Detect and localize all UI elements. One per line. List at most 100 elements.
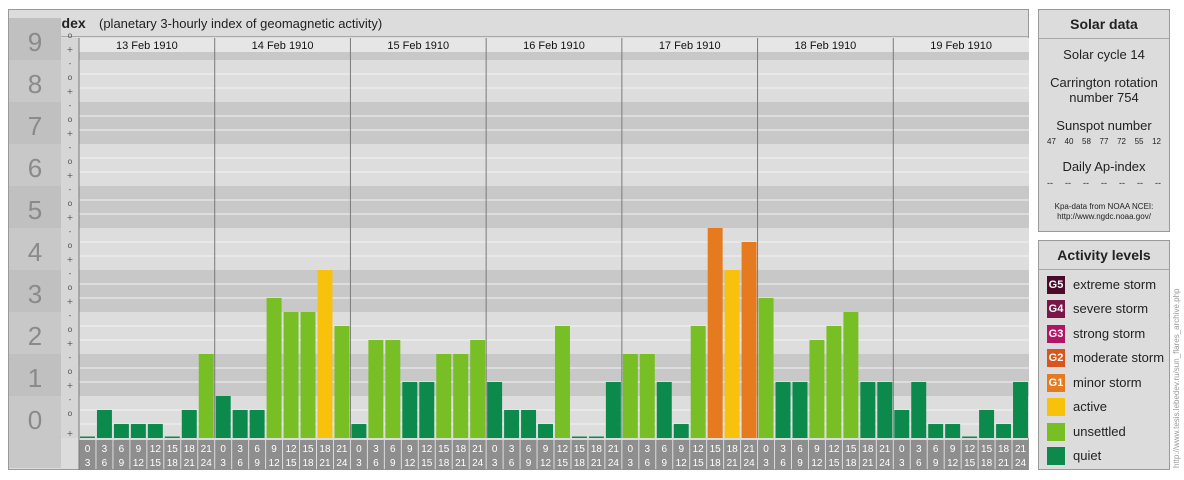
interval-end-label: 21 — [591, 458, 603, 469]
kpa-chart-panel: Kpa-index (planetary 3-hourly index of g… — [8, 9, 1029, 470]
y-subtick: - — [69, 101, 72, 110]
interval-end-label: 6 — [102, 458, 108, 469]
interval-start-label: 18 — [998, 444, 1010, 455]
interval-box — [876, 440, 893, 470]
day-label: 16 Feb 1910 — [523, 40, 585, 52]
interval-start-label: 0 — [628, 444, 634, 455]
interval-end-label: 3 — [356, 458, 362, 469]
interval-end-label: 21 — [862, 458, 874, 469]
solar-data-panel: Solar data Solar cycle 14 Carrington rot… — [1038, 9, 1170, 232]
kp-band — [79, 312, 1029, 354]
interval-end-label: 21 — [455, 458, 467, 469]
interval-box — [910, 440, 927, 470]
subtick-column — [61, 38, 79, 438]
level-label: minor storm — [1073, 375, 1142, 390]
interval-start-label: 9 — [407, 444, 413, 455]
ap-value: -- — [1155, 178, 1161, 188]
interval-box — [317, 440, 333, 470]
interval-box — [350, 440, 367, 470]
interval-end-label: 12 — [269, 458, 281, 469]
kp-bar — [945, 424, 961, 438]
interval-box — [181, 440, 198, 470]
y-subtick: o — [68, 283, 73, 292]
kp-bar — [1013, 382, 1028, 438]
interval-start-label: 12 — [693, 444, 705, 455]
interval-box — [537, 440, 554, 470]
kp-bar — [707, 228, 723, 438]
source-watermark: http://www.tesis.lebedev.ru/sun_flares_a… — [1172, 288, 1181, 468]
interval-end-label: 18 — [302, 458, 314, 469]
interval-end-label: 21 — [319, 458, 331, 469]
kp-bar — [470, 340, 486, 438]
kp-bar — [843, 312, 859, 438]
kp-bar — [300, 312, 316, 438]
interval-box — [384, 440, 401, 470]
interval-end-label: 21 — [727, 458, 739, 469]
ap-value: -- — [1083, 178, 1089, 188]
kp-bar — [351, 424, 367, 438]
y-subtick: + — [67, 87, 74, 96]
interval-end-label: 24 — [879, 458, 891, 469]
kp-bar — [419, 382, 435, 438]
ap-value: -- — [1119, 178, 1125, 188]
interval-end-label: 6 — [645, 458, 651, 469]
y-subtick: + — [67, 129, 74, 138]
level-swatch — [1047, 446, 1065, 465]
kp-bar — [911, 382, 927, 438]
interval-start-label: 12 — [285, 444, 297, 455]
level-label: quiet — [1073, 448, 1102, 463]
kp-bar — [860, 382, 876, 438]
sunspot-label: Sunspot number — [1056, 118, 1152, 133]
kp-bar — [538, 424, 553, 438]
interval-start-label: 18 — [862, 444, 874, 455]
sunspot-value: 58 — [1082, 137, 1091, 146]
interval-start-label: 3 — [373, 444, 379, 455]
kp-bar — [622, 354, 638, 438]
interval-end-label: 15 — [693, 458, 705, 469]
interval-box — [775, 440, 791, 470]
level-unsettled: unsettled — [1047, 422, 1126, 441]
interval-box — [418, 440, 435, 470]
interval-end-label: 12 — [133, 458, 145, 469]
kp-bar — [673, 424, 689, 438]
kp-bar — [826, 325, 842, 438]
y-subtick: o — [68, 31, 73, 40]
kp-bar — [368, 340, 384, 438]
interval-start-label: 6 — [254, 444, 260, 455]
kp-bar — [928, 424, 944, 438]
interval-end-label: 6 — [780, 458, 786, 469]
interval-end-label: 24 — [336, 458, 348, 469]
solar-cycle: Solar cycle 14 — [1063, 47, 1145, 62]
kp-bar — [402, 382, 418, 438]
interval-box — [401, 440, 418, 470]
level-swatch: G3 — [1047, 324, 1065, 343]
interval-end-label: 24 — [1015, 458, 1027, 469]
interval-start-label: 15 — [710, 444, 722, 455]
y-subtick: + — [67, 45, 74, 54]
level-swatch — [1047, 397, 1065, 416]
interval-box — [520, 440, 537, 470]
interval-start-label: 0 — [492, 444, 498, 455]
ap-value: -- — [1137, 178, 1143, 188]
kp-bar — [317, 270, 333, 438]
y-subtick: - — [69, 395, 72, 404]
interval-box — [605, 440, 622, 470]
interval-start-label: 21 — [472, 444, 484, 455]
y-subtick: - — [69, 143, 72, 152]
interval-start-label: 15 — [167, 444, 179, 455]
kp-bar — [487, 382, 503, 438]
interval-start-label: 6 — [661, 444, 667, 455]
kp-band — [79, 270, 1029, 312]
y-subtick: o — [68, 409, 73, 418]
interval-start-label: 6 — [119, 444, 125, 455]
interval-start-label: 0 — [356, 444, 362, 455]
interval-start-label: 18 — [591, 444, 603, 455]
day-label: 19 Feb 1910 — [930, 40, 992, 52]
y-tick-label: 9 — [28, 27, 42, 57]
carrington-line2: number 754 — [1069, 90, 1139, 105]
y-subtick: + — [67, 255, 74, 264]
interval-box — [164, 440, 181, 470]
level-minor-storm: G1 minor storm — [1047, 373, 1142, 392]
kp-bar — [198, 354, 214, 438]
day-header-strip — [79, 38, 1029, 52]
